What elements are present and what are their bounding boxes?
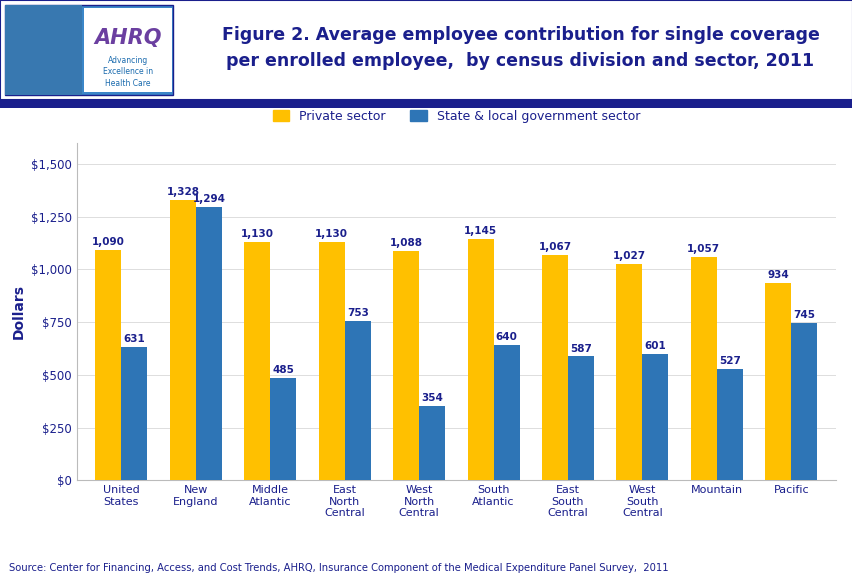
Text: 485: 485 [272,365,294,375]
Text: 587: 587 [569,343,591,354]
Text: 753: 753 [347,309,368,319]
Bar [5,5,82,95]
Bar [5,5,173,95]
Text: AHRQ: AHRQ [94,28,161,48]
Bar [764,283,791,480]
Text: 1,130: 1,130 [240,229,273,239]
Bar [121,347,147,480]
Bar [319,242,344,480]
Bar [541,255,567,480]
Y-axis label: Dollars: Dollars [11,284,26,339]
Bar [344,321,371,480]
Text: 1,067: 1,067 [538,242,571,252]
Bar [690,257,716,480]
Text: 601: 601 [644,340,665,351]
Text: Figure 2. Average employee contribution for single coverage
per enrolled employe: Figure 2. Average employee contribution … [222,26,819,70]
Bar [244,242,270,480]
Bar [493,345,519,480]
Bar [270,378,296,480]
Text: 1,328: 1,328 [166,187,199,197]
Bar [716,369,742,480]
Text: 354: 354 [421,393,442,403]
Text: Advancing
Excellence in
Health Care: Advancing Excellence in Health Care [102,56,153,88]
Bar [616,264,642,480]
Bar [467,238,493,480]
Bar [642,354,668,480]
Text: 1,057: 1,057 [687,244,720,255]
Text: 631: 631 [124,334,145,344]
Text: 745: 745 [792,310,815,320]
Text: 934: 934 [767,270,788,281]
Text: 1,090: 1,090 [92,237,124,247]
Bar [567,357,593,480]
Bar [84,8,171,92]
Text: 640: 640 [495,332,517,342]
Bar [393,251,418,480]
Text: 1,130: 1,130 [315,229,348,239]
Bar [196,207,222,480]
Bar [95,251,121,480]
Text: Source: Center for Financing, Access, and Cost Trends, AHRQ, Insurance Component: Source: Center for Financing, Access, an… [9,563,667,573]
Text: 1,027: 1,027 [612,251,645,260]
Text: 1,088: 1,088 [389,238,422,248]
Text: 527: 527 [718,356,740,366]
Legend: Private sector, State & local government sector: Private sector, State & local government… [268,105,644,128]
Bar [170,200,196,480]
Bar [418,406,445,480]
Text: 1,145: 1,145 [463,226,497,236]
Bar [791,323,816,480]
Text: 1,294: 1,294 [193,194,225,204]
